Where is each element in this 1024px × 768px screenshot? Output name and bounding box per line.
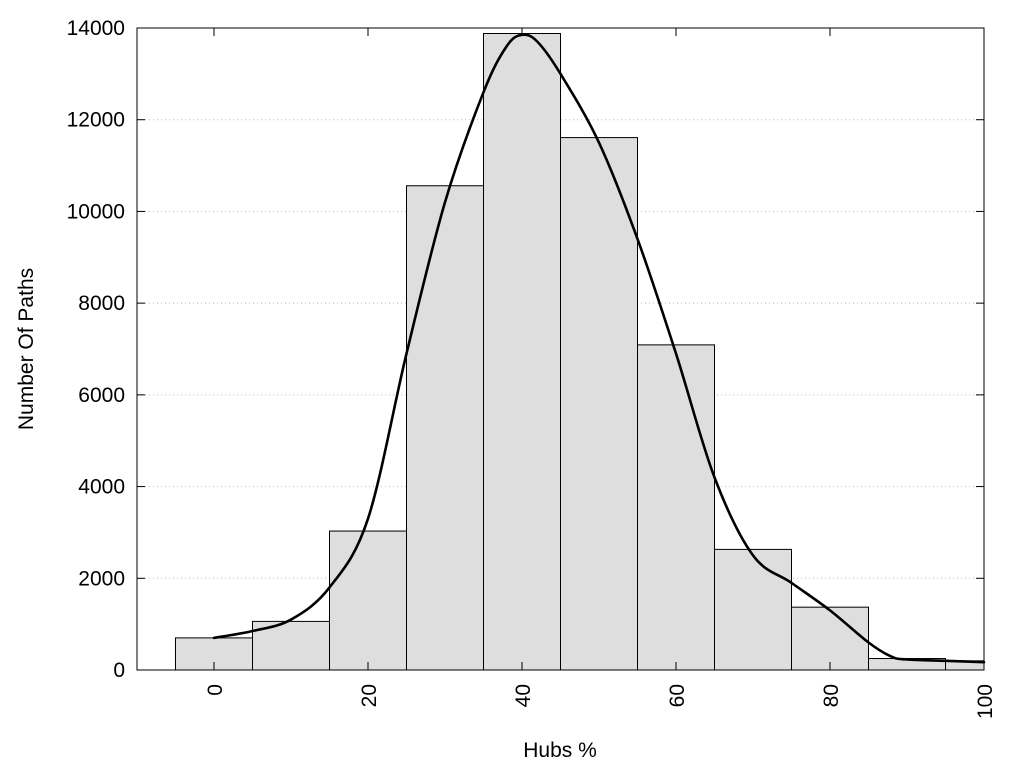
x-tick-label: 60 <box>666 684 689 707</box>
x-axis-ticks: 0 20 40 60 80 100 <box>204 28 997 719</box>
x-tick-label: 20 <box>358 684 381 707</box>
y-axis-ticks: 0 2000 4000 6000 8000 10000 12000 14000 <box>67 17 984 682</box>
x-tick-label: 40 <box>512 684 535 707</box>
y-tick-label: 8000 <box>78 292 125 315</box>
histogram-bar <box>791 606 869 671</box>
x-tick-label: 80 <box>820 684 843 707</box>
y-tick-label: 12000 <box>67 109 125 132</box>
x-axis-title: Hubs % <box>523 739 597 762</box>
y-axis-title: Number Of Paths <box>15 268 38 430</box>
histogram-bar <box>560 137 638 671</box>
x-tick-label: 0 <box>204 684 227 696</box>
histogram-bars <box>175 33 985 671</box>
x-tick-label: 100 <box>974 684 997 719</box>
plot-frame <box>136 27 985 671</box>
y-tick-label: 6000 <box>78 384 125 407</box>
histogram-bar <box>406 185 484 671</box>
histogram-bar <box>637 344 715 671</box>
density-curve <box>212 33 986 664</box>
y-tick-label: 0 <box>113 659 125 682</box>
histogram-bar <box>483 33 561 671</box>
histogram-bar <box>329 530 407 671</box>
y-tick-label: 4000 <box>78 476 125 499</box>
histogram-bar <box>714 548 792 671</box>
y-tick-label: 2000 <box>78 567 125 590</box>
y-tick-label: 14000 <box>67 17 125 40</box>
y-tick-label: 10000 <box>67 200 125 223</box>
